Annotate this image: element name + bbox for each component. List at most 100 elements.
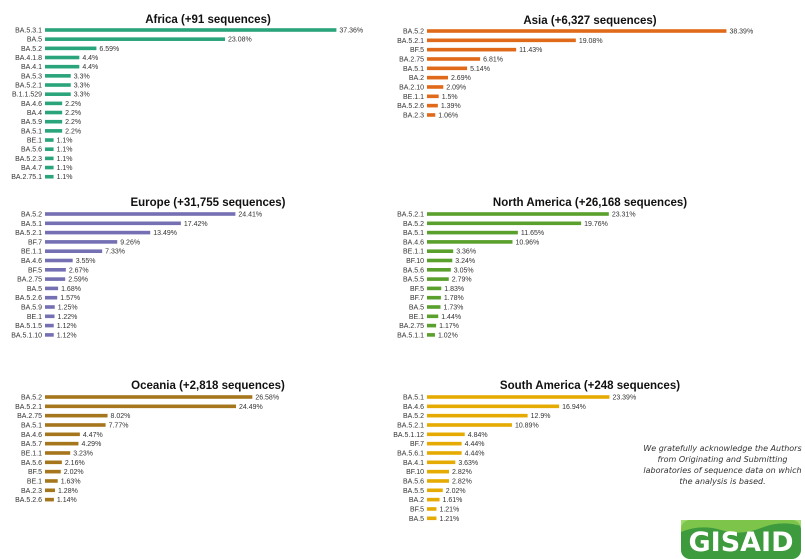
bar (427, 305, 441, 309)
bar (45, 451, 71, 455)
acknowledgement-text: We gratefully acknowledge the Authors fr… (643, 444, 802, 486)
logo-text: GISAID (688, 527, 793, 558)
value-label: 26.58% (255, 395, 279, 402)
category-label: BA.5.2 (21, 46, 42, 53)
chart-title: Europe (+31,755 sequences) (130, 197, 285, 209)
category-label: BA.5.2.1 (397, 212, 424, 219)
value-label: 1.68% (61, 286, 81, 293)
category-label: BA.5.7 (21, 441, 42, 448)
bar (45, 37, 226, 41)
bar (427, 75, 448, 80)
bar (45, 212, 236, 216)
value-label: 1.61% (443, 497, 463, 504)
value-label: 1.78% (444, 295, 464, 302)
bar (427, 230, 518, 235)
category-label: BA.5.2 (403, 221, 424, 228)
value-label: 3.05% (454, 267, 474, 274)
category-label: BF.10 (406, 258, 424, 265)
bar (45, 333, 54, 337)
value-label: 1.1% (57, 174, 73, 181)
bar (45, 460, 62, 465)
bar (427, 38, 576, 43)
value-label: 1.1% (57, 165, 73, 172)
value-label: 8.02% (111, 413, 131, 420)
bar (45, 55, 80, 60)
bar (45, 479, 58, 483)
value-label: 2.82% (452, 469, 472, 476)
category-label: BE.1 (27, 138, 42, 145)
bar (427, 221, 582, 226)
bar (427, 240, 513, 244)
chart-title: North America (+26,168 sequences) (493, 197, 687, 209)
value-label: 2.59% (68, 277, 88, 284)
value-label: 2.2% (65, 119, 81, 126)
category-label: BF.10 (406, 469, 424, 476)
bar (45, 432, 80, 437)
value-label: 2.2% (65, 110, 81, 117)
value-label: 4.44% (465, 450, 485, 457)
bar (427, 441, 462, 446)
category-label: BA.4.6 (403, 404, 424, 411)
category-label: BA.2.3 (403, 112, 424, 119)
bar (427, 268, 451, 272)
value-label: 4.29% (81, 441, 101, 448)
category-label: BA.4.6 (21, 101, 42, 108)
chart-panel: South America (+248 sequences) BA.5.1 23.3… (393, 380, 680, 523)
value-label: 1.25% (58, 305, 78, 312)
value-label: 2.2% (65, 101, 81, 108)
value-label: 1.28% (58, 488, 78, 495)
bar (427, 507, 437, 511)
chart-panel: North America (+26,168 sequences) BA.5.2.… (397, 197, 687, 339)
logo-background (681, 520, 801, 559)
value-label: 10.96% (515, 239, 539, 246)
bar (427, 423, 512, 427)
bar (45, 64, 80, 69)
bar (45, 395, 253, 399)
value-label: 2.16% (65, 460, 85, 467)
bar (427, 295, 441, 300)
category-label: BA.2.75 (399, 323, 424, 330)
value-label: 1.1% (57, 138, 73, 145)
bar (45, 469, 61, 474)
category-label: BA.5 (27, 286, 42, 293)
value-label: 1.1% (57, 147, 73, 154)
bar (427, 47, 517, 52)
value-label: 23.31% (612, 212, 636, 219)
bar (45, 423, 106, 427)
bar (45, 268, 66, 272)
category-label: BA.2.3 (21, 488, 42, 495)
bar (427, 249, 454, 253)
category-label: BA.5.6 (21, 460, 42, 467)
value-label: 17.42% (184, 221, 208, 228)
value-label: 1.63% (61, 478, 81, 485)
value-label: 2.69% (451, 75, 471, 82)
value-label: 10.89% (515, 422, 539, 429)
category-label: BA.5.2 (403, 413, 424, 420)
bar (45, 240, 118, 244)
value-label: 1.5% (442, 94, 458, 101)
category-label: BF.7 (28, 239, 42, 246)
category-label: BA.5.9 (21, 119, 42, 126)
category-label: BF.5 (410, 286, 424, 293)
bar (427, 57, 481, 61)
category-label: BA.5.1.12 (393, 432, 424, 439)
bar (45, 286, 59, 291)
chart-panel: Asia (+6,327 sequences) BA.5.2 38.39% BA.5.… (397, 15, 753, 119)
category-label: BA.2.10 (399, 84, 424, 91)
bar (427, 258, 453, 263)
bar (45, 74, 71, 78)
category-label: BA.5.9 (21, 305, 42, 312)
bar (427, 333, 435, 337)
bar (45, 404, 237, 409)
category-label: BA.4.7 (21, 165, 42, 172)
category-label: BF.7 (410, 441, 424, 448)
category-label: BE.1 (27, 314, 42, 321)
bar (45, 46, 97, 51)
bar (427, 404, 560, 409)
value-label: 1.06% (438, 112, 458, 119)
category-label: BA.5.5 (403, 488, 424, 495)
category-label: BF.5 (410, 47, 424, 54)
category-label: BA.2.75 (399, 56, 424, 63)
bar (45, 101, 63, 106)
value-label: 7.77% (109, 422, 129, 429)
